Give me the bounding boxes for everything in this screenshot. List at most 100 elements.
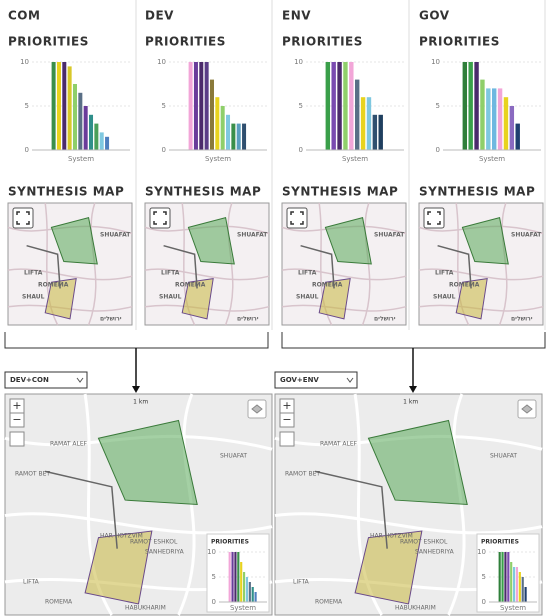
place-name: SANHEDRIYA: [145, 549, 185, 556]
priorities-label: PRIORITIES: [145, 35, 226, 49]
bar: [242, 123, 247, 150]
panel-title: ENV: [282, 9, 311, 23]
priorities-label: PRIORITIES: [419, 35, 500, 49]
x-axis-label: System: [68, 155, 94, 163]
scale-label: 1 km: [133, 399, 148, 406]
road: [144, 268, 270, 281]
bar: [462, 62, 468, 150]
bar: [501, 552, 504, 602]
bar: [78, 92, 83, 150]
map: SHUAFAT LIFTA ROMEMA SHAUL ירושלים: [418, 202, 544, 326]
bar: [94, 123, 99, 150]
bar: [509, 106, 515, 150]
x-axis-label: System: [342, 155, 368, 163]
map-title: SYNTHESIS MAP: [419, 185, 535, 199]
priorities-label: PRIORITIES: [8, 35, 89, 49]
bar: [515, 567, 519, 602]
zoom-out-button[interactable]: [279, 412, 295, 428]
y-tick-label: 5: [299, 102, 303, 110]
bar: [56, 62, 61, 150]
bar: [89, 114, 94, 150]
dropdown[interactable]: [4, 371, 88, 389]
place-name: SHAUL: [159, 294, 182, 301]
y-tick-label: 0: [25, 146, 29, 154]
bar: [372, 114, 378, 150]
road: [274, 512, 543, 535]
zoom-in-label: +: [282, 399, 291, 412]
zoom-out-button[interactable]: [9, 412, 25, 428]
dropdown-caret: [346, 377, 354, 383]
bar: [510, 562, 513, 602]
bar: [486, 88, 491, 150]
place-name: ירושלים: [511, 316, 533, 323]
bar: [366, 97, 372, 150]
dropdown-value: DEV+CON: [10, 376, 49, 384]
fullscreen-button[interactable]: [9, 431, 25, 447]
bar: [231, 552, 234, 602]
scale-label: 1 km: [403, 399, 418, 406]
bar: [251, 587, 254, 602]
zone: [461, 217, 509, 265]
place-name: SHUAFAT: [237, 232, 268, 239]
y-tick-label: 5: [482, 573, 486, 581]
zone: [84, 530, 153, 605]
x-axis-label: System: [479, 155, 505, 163]
y-tick-label: 5: [436, 102, 440, 110]
connector-road: [26, 244, 61, 289]
fullscreen-button[interactable]: [279, 431, 295, 447]
fullscreen-icon: [427, 211, 441, 225]
road: [418, 268, 544, 281]
bar: [72, 84, 77, 150]
dropdown[interactable]: [274, 371, 358, 389]
road: [4, 512, 273, 535]
y-tick-label: 10: [431, 58, 440, 66]
bar: [199, 62, 204, 150]
bar: [105, 136, 110, 150]
bar: [237, 552, 240, 602]
bar: [492, 88, 497, 150]
fullscreen-button[interactable]: [423, 207, 445, 229]
place-name: ירושלים: [237, 316, 259, 323]
fullscreen-button[interactable]: [286, 207, 308, 229]
arrow-head: [409, 386, 417, 393]
panel-title: DEV: [145, 9, 174, 23]
place-name: LIFTA: [293, 579, 310, 586]
x-axis-label: System: [205, 155, 231, 163]
place-name: RAMAT ALEF: [320, 441, 358, 448]
connector-road: [437, 244, 472, 289]
bar: [337, 62, 342, 150]
fullscreen-button[interactable]: [149, 207, 171, 229]
place-name: RAMOT BET: [15, 471, 50, 478]
dropdown-value: GOV+ENV: [280, 376, 319, 384]
y-tick-label: 5: [162, 102, 166, 110]
bar: [240, 562, 243, 602]
place-name: SHUAFAT: [374, 232, 405, 239]
zone: [354, 530, 423, 605]
place-name: RAMOT BET: [285, 471, 320, 478]
zoom-out-label: −: [282, 413, 291, 426]
bar: [468, 62, 473, 150]
place-name: SHUAFAT: [511, 232, 542, 239]
road: [7, 268, 133, 281]
x-axis-label: System: [230, 604, 256, 612]
bar: [245, 577, 249, 602]
bar: [503, 97, 509, 150]
dropdown-caret: [76, 377, 84, 383]
place-name: SHAUL: [433, 294, 456, 301]
connector-road: [44, 470, 118, 549]
place-name: ROMEMA: [175, 282, 206, 289]
bar: [209, 79, 214, 150]
fullscreen-button[interactable]: [12, 207, 34, 229]
y-tick-label: 0: [299, 146, 303, 154]
layers-icon: [251, 404, 263, 414]
bar: [504, 552, 507, 602]
bar: [188, 62, 193, 150]
place-name: ROMEMA: [38, 282, 69, 289]
zone: [318, 278, 351, 320]
bar: [193, 62, 198, 150]
bar: [360, 97, 366, 150]
bar: [220, 106, 225, 150]
map-title: SYNTHESIS MAP: [8, 185, 124, 199]
panel-title: COM: [8, 9, 40, 23]
